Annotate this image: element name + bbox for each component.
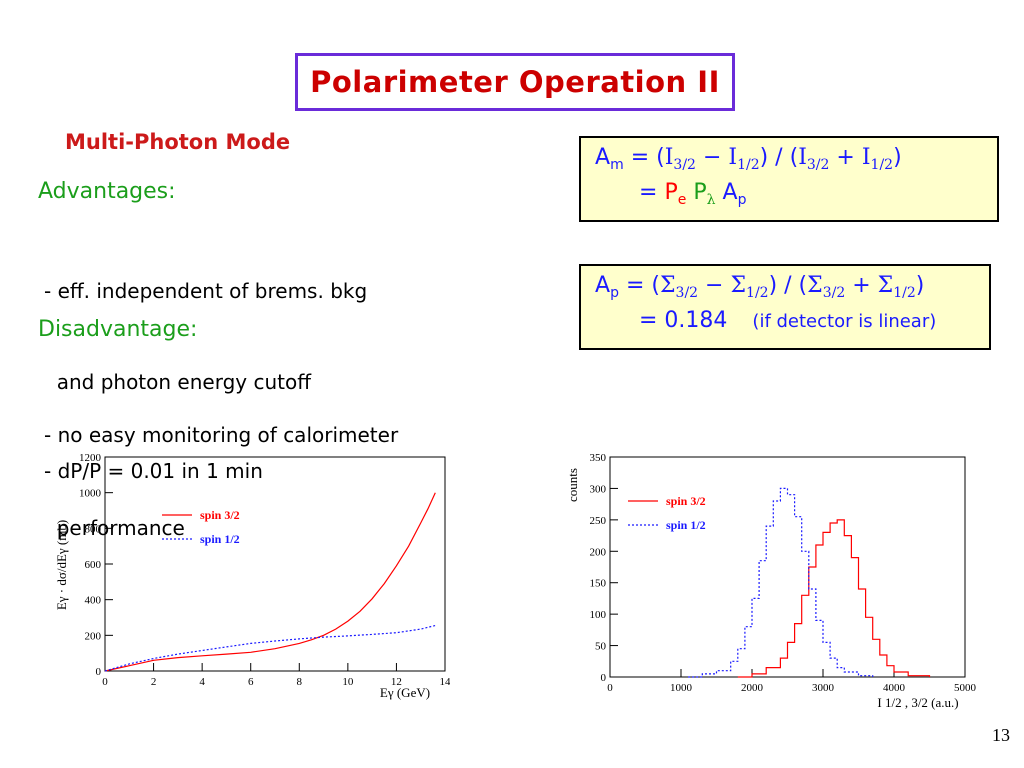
plot-frame — [609, 456, 966, 678]
y-tick-label: 400 — [85, 595, 102, 607]
page-number: 13 — [992, 725, 1010, 745]
y-tick-label: 1200 — [79, 452, 102, 464]
x-tick-label: 14 — [440, 676, 451, 688]
disadvantage-list: - no easy monitoring of calorimeter perf… — [44, 358, 398, 575]
y-tick-label: 1000 — [79, 488, 102, 500]
x-tick-label: 2000 — [741, 682, 764, 694]
disadvantage-line-2: performance — [44, 516, 185, 540]
x-tick-label: 2 — [151, 676, 157, 688]
x-tick-label: 0 — [102, 676, 108, 688]
x-tick-label: 12 — [391, 676, 402, 688]
y-tick-label: 200 — [590, 546, 607, 558]
disadvantage-line-1: - no easy monitoring of calorimeter — [44, 423, 399, 447]
x-tick-label: 4000 — [883, 682, 906, 694]
y-tick-label: 50 — [595, 641, 607, 653]
y-tick-label: 200 — [85, 630, 102, 642]
y-tick-label: 0 — [601, 672, 607, 684]
y-tick-label: 150 — [590, 578, 607, 590]
series-line-1 — [737, 519, 931, 678]
x-tick-label: 5000 — [954, 682, 977, 694]
advantage-line-3: - dP/P = 0.01 in 1 min — [44, 459, 263, 483]
advantage-line-1: - eff. independent of brems. bkg — [44, 279, 368, 303]
series-line-2 — [104, 624, 436, 672]
am-formula-line-1: Am = (I3/2 − I1/2) / (I3/2 + I1/2) — [595, 145, 902, 173]
y-tick-label: 0 — [96, 666, 102, 678]
asymmetry-measured-formula-box: Am = (I3/2 − I1/2) / (I3/2 + I1/2) = Pe … — [579, 136, 999, 222]
y-axis-label: Eγ · dσ/dEγ (mb) — [54, 520, 69, 610]
y-tick-label: 350 — [590, 452, 607, 464]
series-line-2 — [688, 487, 874, 678]
x-axis-label: I 1/2 , 3/2 (a.u.) — [877, 695, 958, 710]
x-tick-label: 3000 — [812, 682, 835, 694]
x-tick-label: 0 — [607, 682, 613, 694]
advantage-line-2: and photon energy cutoff — [44, 370, 311, 394]
disadvantage-heading: Disadvantage: — [38, 317, 198, 342]
x-tick-label: 4 — [199, 676, 205, 688]
counts-histogram-chart: 0 1000 2000 3000 4000 5000 0 50 100 150 200 250 300 3… — [565, 452, 977, 710]
series-line-1 — [104, 492, 436, 672]
y-tick-label: 300 — [590, 483, 607, 495]
analyzing-power-formula-box: Ap = (Σ3/2 − Σ1/2) / (Σ3/2 + Σ1/2) = 0.1… — [579, 264, 991, 350]
am-formula-line-2: = Pe Pλ Ap — [639, 180, 747, 208]
section-heading: Multi-Photon Mode — [65, 130, 291, 154]
plot-frame — [104, 456, 446, 672]
ap-formula-line-2: = 0.184 (if detector is linear) — [639, 308, 937, 333]
cross-section-chart: 0 2 4 6 8 10 12 14 0 200 400 600 800 1000 1200 spin 3/2… — [54, 452, 451, 700]
advantages-list: - eff. independent of brems. bkg and pho… — [44, 214, 367, 518]
slide-title: Polarimeter Operation II — [310, 65, 720, 99]
ap-formula-line-1: Ap = (Σ3/2 − Σ1/2) / (Σ3/2 + Σ1/2) — [595, 273, 925, 301]
legend-label-2: spin 1/2 — [666, 518, 706, 532]
advantages-heading: Advantages: — [38, 179, 176, 204]
x-tick-label: 10 — [342, 676, 354, 688]
slide-title-box: Polarimeter Operation II — [295, 53, 735, 111]
legend-label-2: spin 1/2 — [200, 532, 240, 546]
y-tick-label: 600 — [85, 559, 102, 571]
y-tick-label: 800 — [85, 523, 102, 535]
x-tick-label: 6 — [248, 676, 254, 688]
legend-label-1: spin 3/2 — [200, 508, 240, 522]
x-tick-label: 1000 — [670, 682, 693, 694]
y-axis-label: counts — [565, 468, 580, 502]
legend-label-1: spin 3/2 — [666, 494, 706, 508]
x-axis-label: Eγ (GeV) — [380, 685, 430, 700]
x-tick-label: 8 — [297, 676, 303, 688]
y-tick-label: 100 — [590, 609, 607, 621]
y-tick-label: 250 — [590, 515, 607, 527]
